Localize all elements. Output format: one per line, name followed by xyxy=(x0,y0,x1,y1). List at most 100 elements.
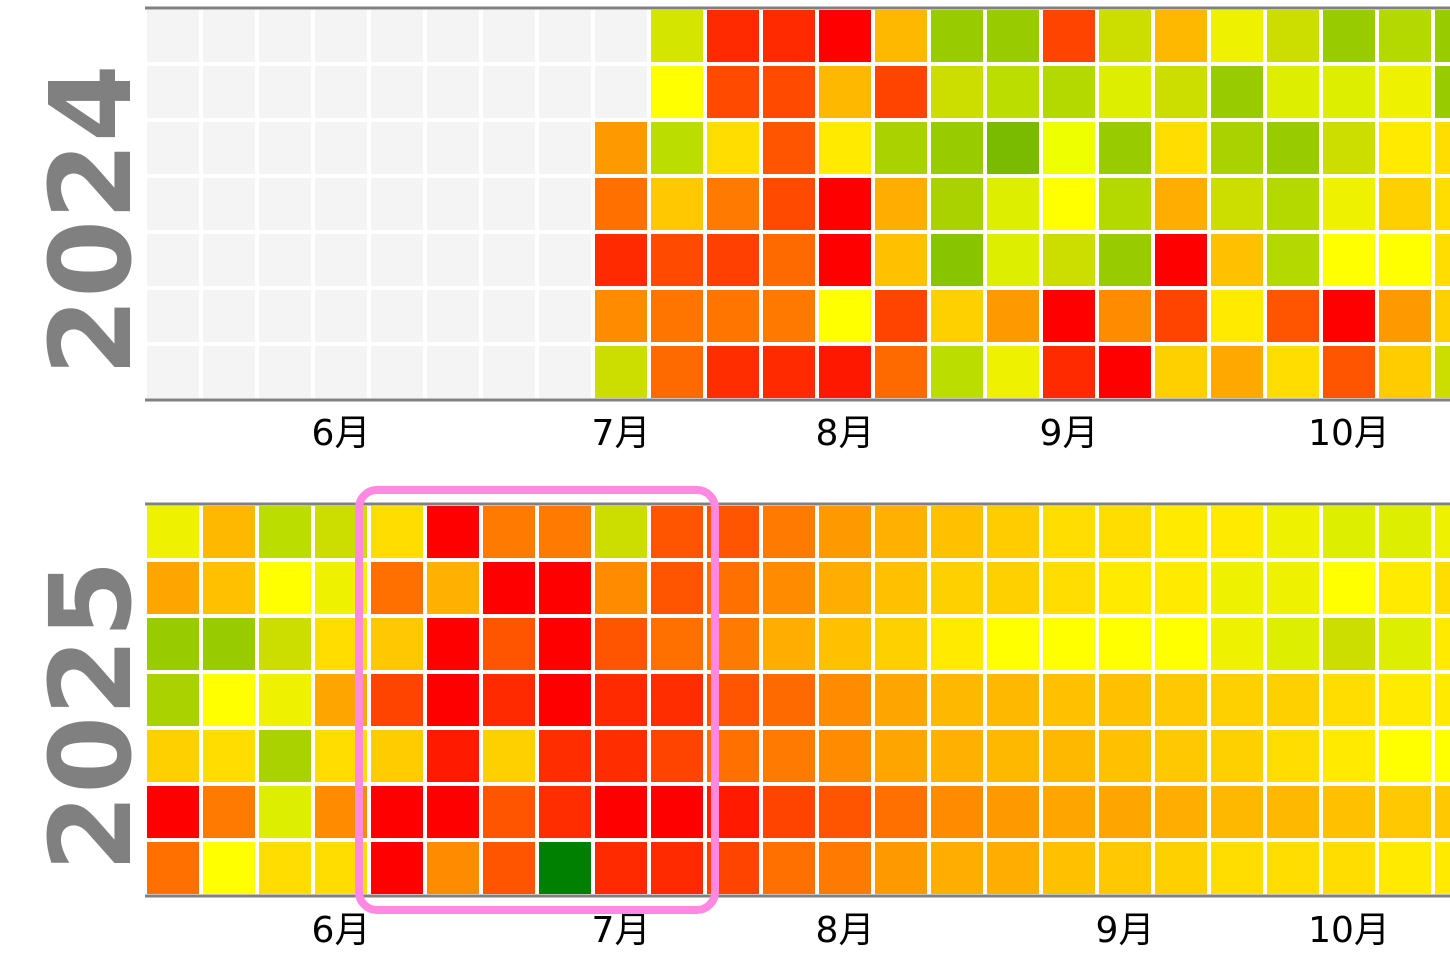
day-cell xyxy=(1099,618,1151,670)
day-cell xyxy=(1155,234,1207,286)
day-cell xyxy=(1099,506,1151,558)
day-cell xyxy=(1379,122,1431,174)
day-cell xyxy=(875,506,927,558)
day-cell xyxy=(651,842,703,894)
day-cell xyxy=(819,842,871,894)
day-cell xyxy=(931,346,983,398)
day-cell xyxy=(987,786,1039,838)
day-cell xyxy=(651,562,703,614)
day-cell xyxy=(147,234,199,286)
day-cell xyxy=(875,290,927,342)
day-cell xyxy=(987,618,1039,670)
day-cell xyxy=(1267,234,1319,286)
day-cell xyxy=(483,506,535,558)
day-cell xyxy=(1211,618,1263,670)
day-cell xyxy=(987,234,1039,286)
day-cell xyxy=(763,506,815,558)
day-cell xyxy=(819,506,871,558)
day-cell xyxy=(1435,674,1450,726)
day-cell xyxy=(1379,562,1431,614)
year-panel-2025: 2025 6月 7月 8月 9月 10月 xyxy=(27,486,1450,951)
day-cell xyxy=(819,730,871,782)
day-cell xyxy=(483,290,535,342)
day-cell xyxy=(987,290,1039,342)
day-cell xyxy=(595,506,647,558)
day-cell xyxy=(595,786,647,838)
day-cell xyxy=(1267,66,1319,118)
day-cell xyxy=(1211,10,1263,62)
day-cell xyxy=(1379,842,1431,894)
day-cell xyxy=(427,290,479,342)
day-cell xyxy=(427,122,479,174)
day-cell xyxy=(595,730,647,782)
day-cell xyxy=(147,618,199,670)
day-cell xyxy=(931,234,983,286)
day-cell xyxy=(651,346,703,398)
day-cell xyxy=(875,562,927,614)
day-cell xyxy=(819,66,871,118)
day-cell xyxy=(763,346,815,398)
day-cell xyxy=(371,730,423,782)
day-cell xyxy=(595,10,647,62)
day-cell xyxy=(539,562,591,614)
day-cell xyxy=(427,618,479,670)
day-cell xyxy=(147,786,199,838)
day-cell xyxy=(259,674,311,726)
day-cell xyxy=(875,10,927,62)
day-cell xyxy=(427,786,479,838)
day-cell xyxy=(427,234,479,286)
day-cell xyxy=(1099,10,1151,62)
day-cell xyxy=(1043,122,1095,174)
day-cell xyxy=(819,346,871,398)
day-cell xyxy=(1155,66,1207,118)
day-cell xyxy=(595,178,647,230)
day-cell xyxy=(651,122,703,174)
month-label: 10月 xyxy=(1308,910,1390,951)
day-cell xyxy=(539,674,591,726)
day-cell xyxy=(651,674,703,726)
month-label: 8月 xyxy=(816,413,875,454)
day-cell xyxy=(651,618,703,670)
day-cell xyxy=(315,234,367,286)
day-cell xyxy=(819,674,871,726)
day-cell xyxy=(875,786,927,838)
day-cell xyxy=(1043,290,1095,342)
day-cell xyxy=(875,66,927,118)
day-cell xyxy=(203,10,255,62)
day-cell xyxy=(1323,618,1375,670)
day-cell xyxy=(1323,290,1375,342)
day-cell xyxy=(987,730,1039,782)
day-cell xyxy=(1211,178,1263,230)
day-cell xyxy=(707,66,759,118)
day-cell xyxy=(707,10,759,62)
day-cell xyxy=(1155,786,1207,838)
year-panel-2024: 2024 6月 7月 8月 9月 10月 xyxy=(27,6,1450,454)
day-cell xyxy=(371,122,423,174)
day-cell xyxy=(1155,346,1207,398)
day-cell xyxy=(1267,346,1319,398)
day-cell xyxy=(707,178,759,230)
day-cell xyxy=(819,290,871,342)
day-cell xyxy=(203,842,255,894)
day-cell xyxy=(763,10,815,62)
day-cell xyxy=(651,786,703,838)
day-cell xyxy=(1323,66,1375,118)
day-cell xyxy=(875,674,927,726)
day-cell xyxy=(1267,290,1319,342)
day-cell xyxy=(651,506,703,558)
day-cell xyxy=(1211,234,1263,286)
day-cell xyxy=(1267,618,1319,670)
day-cell xyxy=(875,234,927,286)
day-cell xyxy=(1435,842,1450,894)
day-cell xyxy=(875,842,927,894)
day-cell xyxy=(539,234,591,286)
day-cell xyxy=(1211,66,1263,118)
day-cell xyxy=(595,562,647,614)
year-label: 2025 xyxy=(27,560,157,872)
day-cell xyxy=(427,10,479,62)
day-cell xyxy=(1435,178,1450,230)
day-cell xyxy=(931,178,983,230)
day-cell xyxy=(651,290,703,342)
day-cell xyxy=(483,786,535,838)
day-cell xyxy=(259,346,311,398)
